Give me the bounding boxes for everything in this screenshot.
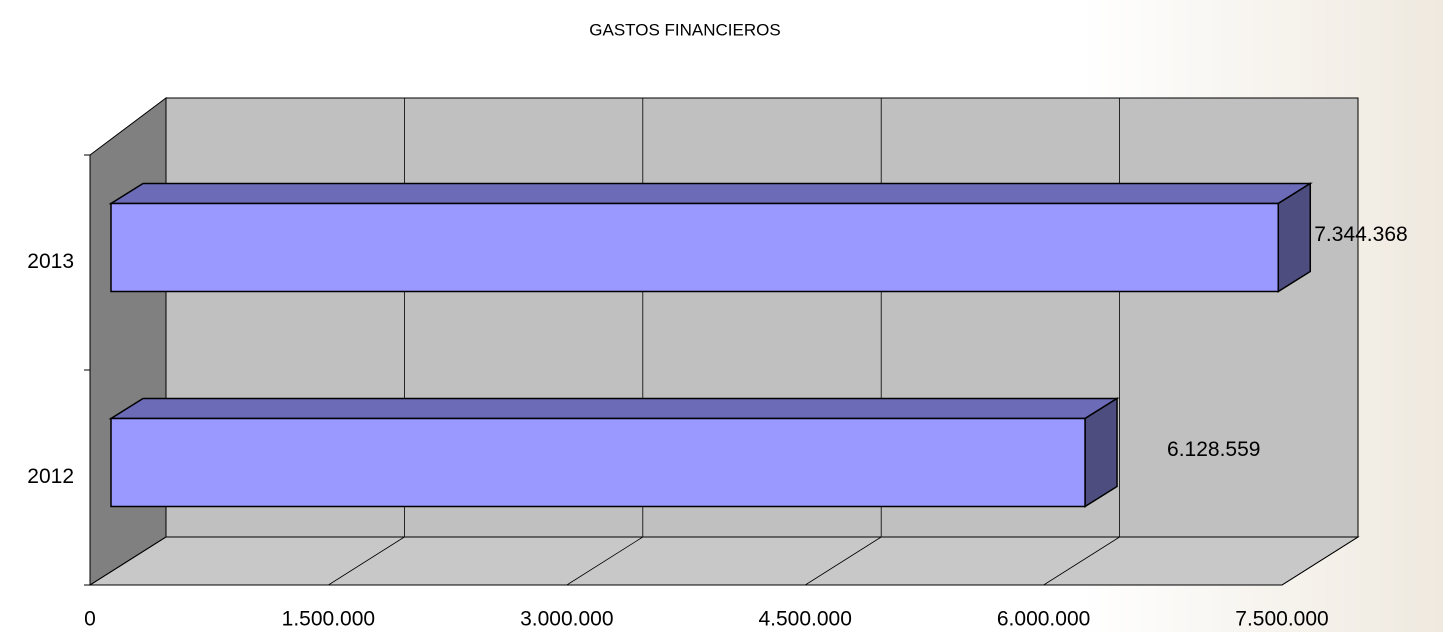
- bar-top: [108, 182, 1313, 205]
- y-tick-label: 2013: [27, 250, 74, 273]
- x-tick-label: 1.500.000: [282, 608, 375, 631]
- floor: [88, 536, 1360, 586]
- floor-grid-line: [1043, 536, 1120, 586]
- x-tick-label: 0: [84, 608, 96, 631]
- floor-grid-line: [1281, 536, 1359, 586]
- floor-grid-line: [804, 536, 882, 586]
- side-wall: [89, 97, 167, 586]
- floor-grid-line: [328, 536, 405, 586]
- floor-grid-line: [89, 536, 167, 586]
- floor-grid-line: [566, 536, 644, 586]
- value-label: 7.344.368: [1314, 223, 1407, 246]
- x-tick-label: 3.000.000: [520, 608, 613, 631]
- bar-front: [110, 417, 1086, 508]
- chart-title: GASTOS FINANCIEROS: [589, 20, 780, 39]
- bar: [108, 397, 1120, 508]
- value-label: 6.128.559: [1167, 438, 1260, 461]
- bar-front: [110, 202, 1280, 293]
- x-tick-label: 4.500.000: [758, 608, 851, 631]
- bar-side: [1084, 397, 1118, 508]
- y-tick-label: 2012: [27, 465, 74, 488]
- bar: [108, 182, 1313, 293]
- bar-side: [1277, 182, 1312, 293]
- x-tick-label: 6.000.000: [997, 608, 1090, 631]
- bar-top: [108, 397, 1120, 420]
- x-tick-label: 7.500.000: [1235, 608, 1328, 631]
